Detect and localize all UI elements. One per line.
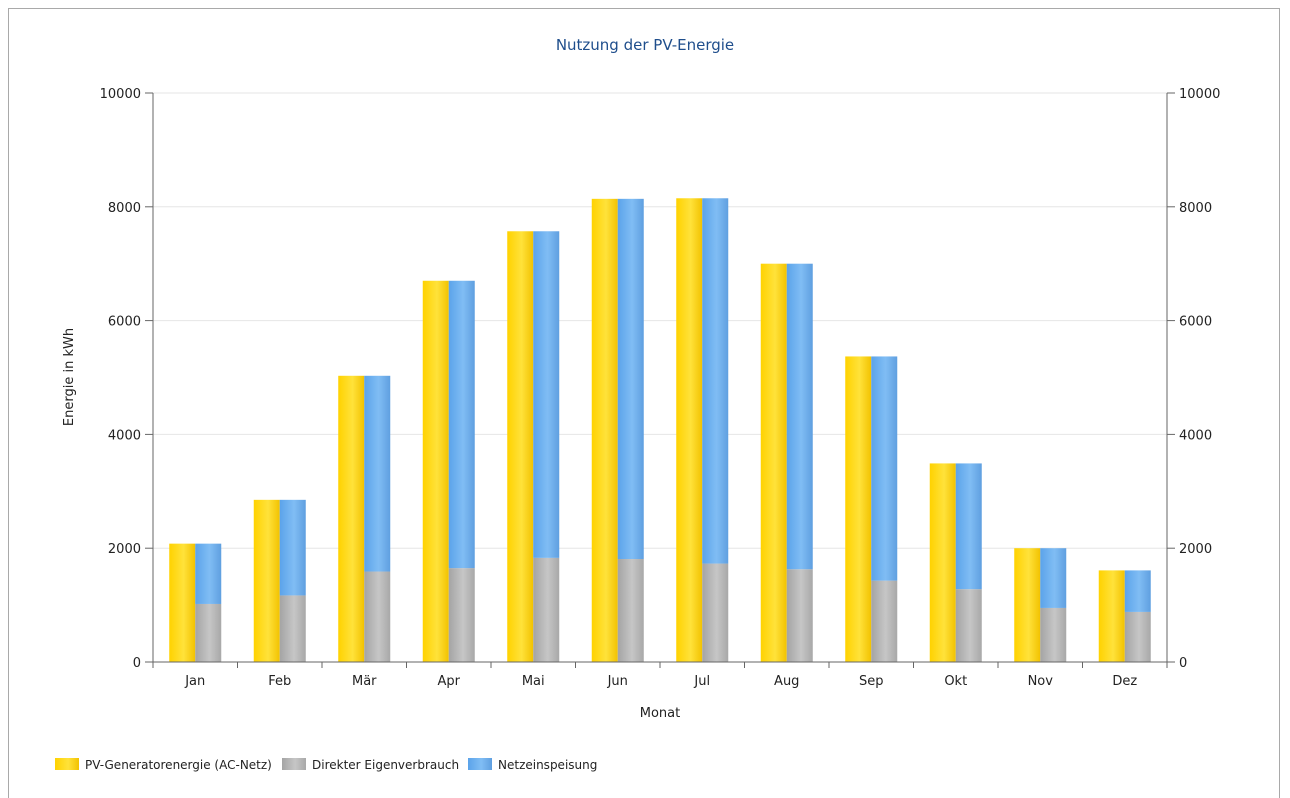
x-axis-label: Monat	[640, 706, 680, 721]
bar-direkter-eigenverbrauch	[533, 557, 560, 662]
bar-direkter-eigenverbrauch	[364, 571, 391, 662]
bar-direkter-eigenverbrauch	[1040, 607, 1067, 662]
y-tick-label-right: 4000	[1179, 428, 1212, 443]
bar-direkter-eigenverbrauch	[448, 568, 475, 662]
legend-label: PV-Generatorenergie (AC-Netz)	[85, 758, 272, 772]
y-tick-label-right: 6000	[1179, 315, 1212, 330]
y-tick-label-left: 4000	[108, 428, 141, 443]
y-tick-label-right: 10000	[1179, 87, 1220, 102]
bar-direkter-eigenverbrauch	[195, 603, 222, 662]
y-tick-label-left: 10000	[100, 87, 141, 102]
bar-pv-generatorenergie-ac-netz-	[845, 356, 872, 662]
x-tick-label: Jun	[607, 674, 628, 689]
bar-netzeinspeisung	[1040, 548, 1067, 608]
x-tick-label: Feb	[268, 674, 291, 689]
x-tick-label: Nov	[1028, 674, 1054, 689]
legend-swatch	[55, 758, 79, 770]
x-tick-label: Jan	[184, 674, 205, 689]
y-tick-label-left: 6000	[108, 315, 141, 330]
y-tick-label-right: 0	[1179, 656, 1187, 671]
bar-direkter-eigenverbrauch	[702, 563, 729, 662]
y-axis-label: Energie in kWh	[62, 328, 77, 426]
bar-netzeinspeisung	[702, 198, 729, 564]
legend-swatch	[282, 758, 306, 770]
x-tick-label: Jul	[693, 674, 710, 689]
bar-pv-generatorenergie-ac-netz-	[422, 280, 449, 662]
legend-label: Netzeinspeisung	[498, 758, 597, 772]
axes: 0 0 2000 2000 4000 4000 6000 6000 8000 8000 10000 1…	[100, 87, 1221, 689]
x-tick-label: Aug	[774, 674, 799, 689]
bar-netzeinspeisung	[279, 499, 306, 596]
gridlines	[153, 92, 1167, 549]
bar-direkter-eigenverbrauch	[279, 595, 306, 662]
bar-pv-generatorenergie-ac-netz-	[507, 231, 534, 662]
bars	[169, 198, 1151, 663]
bar-pv-generatorenergie-ac-netz-	[338, 375, 365, 662]
bar-direkter-eigenverbrauch	[955, 589, 982, 662]
x-tick-label: Mär	[352, 674, 377, 689]
bar-netzeinspeisung	[786, 263, 813, 570]
legend: PV-Generatorenergie (AC-Netz) Direkter Ei…	[55, 758, 597, 772]
chart-frame	[8, 8, 1280, 798]
bar-pv-generatorenergie-ac-netz-	[676, 198, 703, 662]
x-tick-label: Dez	[1112, 674, 1137, 689]
bar-netzeinspeisung	[448, 280, 475, 569]
y-tick-label-left: 0	[133, 656, 141, 671]
bar-pv-generatorenergie-ac-netz-	[929, 463, 956, 662]
bar-direkter-eigenverbrauch	[1124, 611, 1151, 662]
bar-netzeinspeisung	[617, 198, 644, 560]
legend-swatch	[468, 758, 492, 770]
legend-label: Direkter Eigenverbrauch	[312, 758, 459, 772]
bar-netzeinspeisung	[533, 231, 560, 558]
y-tick-label-left: 2000	[108, 542, 141, 557]
bar-pv-generatorenergie-ac-netz-	[760, 263, 787, 662]
bar-pv-generatorenergie-ac-netz-	[1098, 570, 1125, 662]
x-tick-label: Sep	[859, 674, 884, 689]
chart-title: Nutzung der PV-Energie	[556, 36, 734, 54]
bar-pv-generatorenergie-ac-netz-	[591, 198, 618, 663]
x-tick-label: Apr	[438, 674, 461, 689]
x-tick-label: Okt	[944, 674, 967, 689]
bar-pv-generatorenergie-ac-netz-	[169, 543, 196, 662]
bar-netzeinspeisung	[955, 463, 982, 590]
bar-netzeinspeisung	[364, 375, 391, 572]
bar-netzeinspeisung	[871, 356, 898, 581]
bar-direkter-eigenverbrauch	[871, 580, 898, 662]
bar-pv-generatorenergie-ac-netz-	[253, 499, 280, 662]
bar-direkter-eigenverbrauch	[617, 559, 644, 662]
x-tick-label: Mai	[522, 674, 545, 689]
bar-netzeinspeisung	[195, 543, 222, 604]
y-tick-label-right: 8000	[1179, 201, 1212, 216]
bar-netzeinspeisung	[1124, 570, 1151, 612]
y-tick-label-right: 2000	[1179, 542, 1212, 557]
bar-pv-generatorenergie-ac-netz-	[1014, 548, 1041, 662]
bar-direkter-eigenverbrauch	[786, 569, 813, 662]
y-tick-label-left: 8000	[108, 201, 141, 216]
